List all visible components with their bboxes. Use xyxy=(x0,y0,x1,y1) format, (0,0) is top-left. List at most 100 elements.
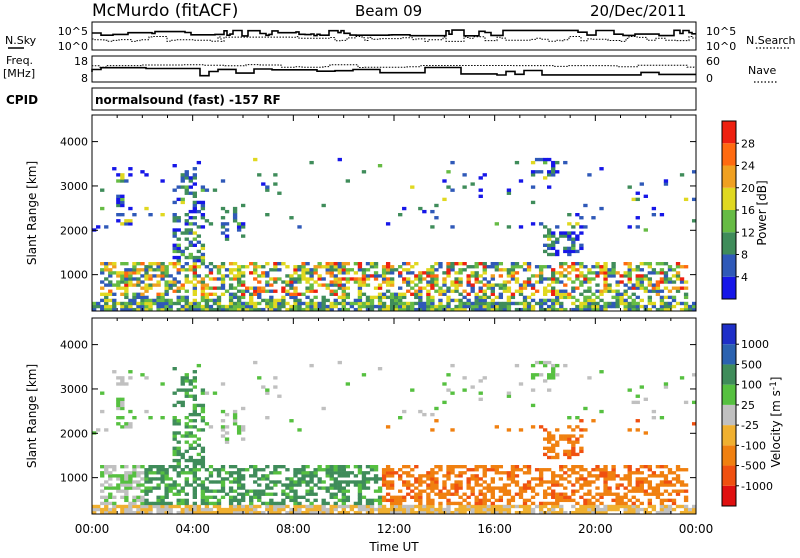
power-cell xyxy=(204,188,210,192)
power-cell xyxy=(647,289,653,293)
velocity-cell xyxy=(136,471,141,475)
velocity-cell xyxy=(482,501,487,506)
power-cell xyxy=(200,206,206,211)
power-cell xyxy=(490,283,495,287)
power-cell xyxy=(635,280,640,284)
power-cell xyxy=(309,274,314,278)
velocity-cell xyxy=(595,492,600,496)
power-cell xyxy=(422,271,427,275)
power-cell xyxy=(305,277,310,281)
power-cell xyxy=(651,206,657,211)
power-cell xyxy=(402,304,407,309)
velocity-cell xyxy=(418,489,423,493)
power-cell xyxy=(530,286,536,290)
velocity-cell xyxy=(128,422,133,426)
velocity-cell xyxy=(172,416,177,420)
velocity-cell xyxy=(567,425,572,429)
velocity-cell xyxy=(216,468,222,472)
velocity-cell xyxy=(196,483,202,487)
power-cell xyxy=(389,265,395,269)
velocity-cell xyxy=(675,480,681,484)
velocity-cell xyxy=(478,465,483,469)
velocity-cell xyxy=(530,489,536,493)
power-cell xyxy=(265,280,270,284)
velocity-cell xyxy=(341,498,346,503)
velocity-cell xyxy=(236,471,242,475)
power-cell xyxy=(643,286,648,290)
velocity-cell xyxy=(224,431,230,435)
power-cell xyxy=(603,283,608,287)
power-cell xyxy=(112,271,117,275)
velocity-cell xyxy=(643,397,648,401)
power-cell xyxy=(603,304,608,309)
velocity-cell xyxy=(623,477,628,481)
power-cell xyxy=(462,185,467,189)
velocity-cell xyxy=(120,397,125,401)
velocity-cell xyxy=(156,504,161,509)
velocity-cell xyxy=(345,510,351,515)
power-cell xyxy=(438,298,443,303)
freq-left-tick-top: 18 xyxy=(74,55,88,68)
power-cell xyxy=(579,265,584,269)
velocity-cell xyxy=(172,468,177,472)
velocity-cell xyxy=(112,507,117,512)
power-cell xyxy=(269,307,274,312)
power-cell xyxy=(591,216,596,220)
velocity-cell xyxy=(542,501,548,506)
velocity-cell xyxy=(144,489,149,493)
velocity-cell xyxy=(547,492,552,496)
power-cell xyxy=(329,262,334,266)
velocity-cell xyxy=(691,510,697,515)
power-cell xyxy=(547,228,552,232)
velocity-cell xyxy=(454,474,459,478)
velocity-cell xyxy=(240,486,246,490)
power-cell xyxy=(160,271,165,275)
velocity-cell xyxy=(438,465,443,469)
power-cell xyxy=(559,292,564,296)
velocity-cell xyxy=(192,474,197,478)
power-cell xyxy=(478,301,483,306)
velocity-cell xyxy=(446,501,451,506)
power-cell xyxy=(494,283,499,287)
velocity-cell xyxy=(353,483,359,487)
velocity-cell xyxy=(261,492,266,496)
velocity-cell xyxy=(140,489,145,493)
power-cell xyxy=(567,271,572,275)
power-cell xyxy=(156,307,161,312)
velocity-cell xyxy=(454,486,459,490)
power-cell xyxy=(224,307,230,312)
velocity-cell xyxy=(365,477,371,481)
power-cell xyxy=(639,286,644,290)
velocity-cell xyxy=(563,510,568,515)
power-cell xyxy=(104,283,109,287)
velocity-cell xyxy=(377,495,383,499)
velocity-cell xyxy=(635,483,640,487)
power-cell xyxy=(394,268,399,272)
velocity-cell xyxy=(478,477,483,481)
velocity-cell xyxy=(615,483,620,487)
power-cell xyxy=(309,304,314,309)
velocity-cell xyxy=(542,489,548,493)
velocity-cell xyxy=(277,394,282,398)
velocity-cell xyxy=(518,428,524,432)
power-cell xyxy=(172,216,177,220)
power-cell xyxy=(128,307,133,312)
power-cell xyxy=(180,252,185,257)
velocity-cell xyxy=(361,486,367,490)
velocity-cell xyxy=(466,495,471,499)
velocity-cell xyxy=(184,504,189,509)
velocity-cell xyxy=(567,498,572,503)
velocity-cell xyxy=(200,403,206,408)
power-cell xyxy=(522,298,528,303)
velocity-cell xyxy=(575,480,580,484)
power-cell xyxy=(128,222,133,226)
velocity-cell xyxy=(176,458,181,463)
velocity-cell xyxy=(361,495,367,499)
velocity-cell xyxy=(273,385,278,389)
velocity-cell xyxy=(317,477,322,481)
power-cell xyxy=(611,274,616,278)
velocity-cell xyxy=(144,477,149,481)
velocity-cell xyxy=(385,468,391,472)
power-cell xyxy=(510,301,516,306)
velocity-cell xyxy=(458,474,463,478)
